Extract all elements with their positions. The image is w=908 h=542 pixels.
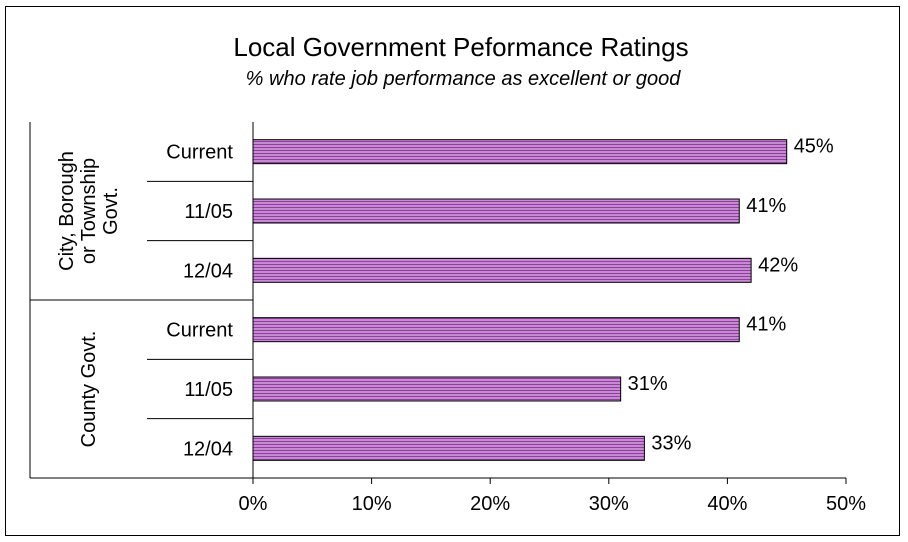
category-label: 11/05 bbox=[184, 201, 233, 223]
bar bbox=[252, 198, 740, 224]
category-label: 12/04 bbox=[183, 438, 233, 460]
x-tick-label: 30% bbox=[589, 493, 629, 515]
data-label: 41% bbox=[746, 195, 786, 217]
data-label: 42% bbox=[758, 254, 798, 276]
data-label: 33% bbox=[651, 432, 691, 454]
data-label: 41% bbox=[746, 314, 786, 336]
bar bbox=[252, 317, 740, 343]
group-label-line: Govt. bbox=[100, 187, 122, 235]
data-label: 45% bbox=[794, 136, 834, 158]
category-label: Current bbox=[166, 142, 233, 164]
group-label-line: County Govt. bbox=[78, 331, 100, 448]
bar bbox=[252, 257, 752, 283]
group-label-line: City, Borough bbox=[56, 151, 78, 271]
x-tick-label: 50% bbox=[826, 493, 866, 515]
bar bbox=[252, 139, 788, 165]
bar bbox=[252, 376, 622, 402]
category-label: 11/05 bbox=[184, 379, 233, 401]
x-tick-label: 10% bbox=[352, 493, 392, 515]
x-tick-label: 20% bbox=[470, 493, 510, 515]
chart-subtitle: % who rate job performance as excellent … bbox=[246, 68, 682, 90]
data-label: 31% bbox=[628, 373, 668, 395]
chart-title: Local Government Peformance Ratings bbox=[233, 32, 688, 62]
bar bbox=[252, 435, 645, 461]
x-tick-label: 40% bbox=[707, 493, 747, 515]
group-label: County Govt. bbox=[78, 331, 100, 448]
category-label: Current bbox=[166, 320, 233, 342]
group-label: City, Borough or Township Govt. bbox=[56, 151, 122, 271]
category-label: 12/04 bbox=[183, 260, 233, 282]
bars: Current 45% 11/05 41% 12/04 42% Current 41% 11/0… bbox=[166, 136, 834, 461]
x-tick-label: 0% bbox=[239, 493, 268, 515]
group-label-line: or Township bbox=[78, 158, 100, 264]
axes: 0% 10% 20% 30% 40% 50% City, Borough or Townshi… bbox=[29, 122, 866, 515]
